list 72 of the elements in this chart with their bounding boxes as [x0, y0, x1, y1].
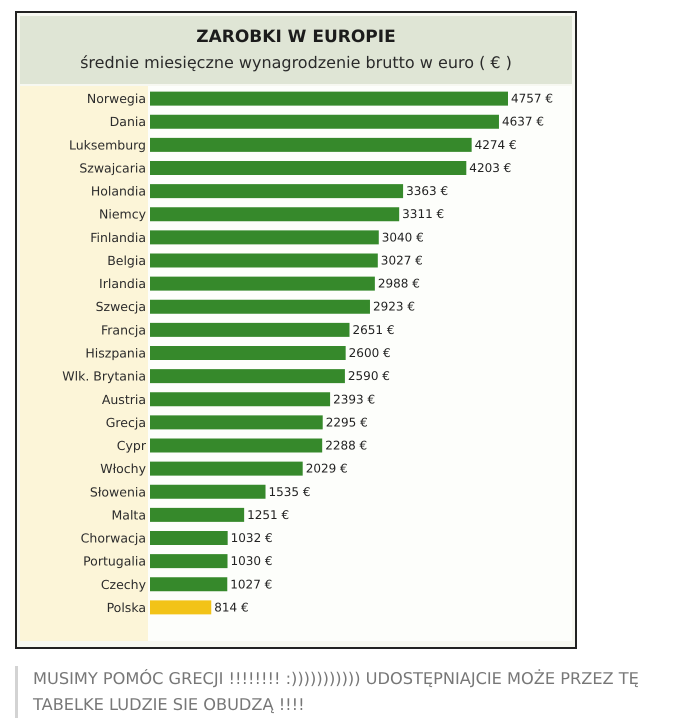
bar: [150, 484, 266, 499]
data-label: 2988 €: [378, 276, 420, 291]
y-tick-label: Polska: [106, 600, 146, 615]
data-label: 4637 €: [502, 114, 544, 129]
data-label: 4274 €: [474, 138, 517, 152]
data-label: 2600 €: [348, 346, 391, 360]
data-label: 814 €: [214, 600, 249, 614]
bar: [150, 531, 228, 546]
data-label: 3311 €: [402, 207, 444, 222]
y-tick-label: Holandia: [90, 184, 146, 199]
y-tick-label: Włochy: [100, 461, 147, 476]
y-tick-label: Czechy: [100, 576, 147, 592]
y-tick-label: Luksemburg: [69, 137, 146, 152]
data-label: 4757 €: [511, 92, 553, 106]
data-label: 3040 €: [382, 230, 424, 244]
bar: [150, 230, 379, 244]
data-label: 2923 €: [372, 300, 415, 314]
y-tick-label: Belgia: [107, 252, 146, 268]
bar: [150, 462, 303, 476]
y-tick-label: Austria: [102, 392, 146, 407]
bar: [150, 322, 350, 337]
bar: [150, 138, 472, 152]
y-tick-label: Wlk. Brytania: [62, 368, 146, 384]
bar: [150, 577, 228, 592]
data-label: 3363 €: [406, 184, 448, 198]
bar: [150, 415, 323, 430]
y-tick-label: Słowenia: [90, 484, 146, 500]
y-tick-label: Grecja: [106, 414, 146, 430]
data-label: 4203 €: [469, 160, 512, 175]
bar: [150, 253, 378, 268]
bar: [150, 207, 400, 222]
bar: [150, 438, 322, 453]
data-label: 2288 €: [325, 438, 368, 453]
y-tick-label: Malta: [112, 507, 146, 522]
text: MUSIMY POMÓC GRECJI !!!!!!!! :))))))))))) UDOSTĘPNIAJCIE MOŻE PRZEZ TĘ TABELKE LUDZIE SIE OBUDZĄ !!!!: [15, 666, 689, 718]
data-label: 2590 €: [348, 369, 390, 384]
bar: [150, 300, 370, 314]
bar: [150, 554, 228, 568]
y-tick-label: Chorwacja: [80, 530, 146, 546]
y-tick-label: Finlandia: [90, 230, 146, 245]
data-label: 2651 €: [352, 322, 395, 337]
chart-subtitle: średnie miesięczne wynagrodzenie brutto w euro ( € ): [79, 53, 513, 72]
bar: [150, 508, 244, 522]
data-label: 1027 €: [230, 577, 272, 592]
y-tick-label: Hiszpania: [85, 346, 146, 360]
y-tick-label: Szwajcaria: [79, 160, 146, 176]
y-tick-label: Francja: [100, 322, 146, 338]
y-tick-label: Niemcy: [99, 206, 147, 222]
bar: [150, 92, 508, 106]
y-tick-label: Dania: [110, 114, 146, 130]
data-label: 1032 €: [230, 531, 273, 546]
y-tick-label: Szwecja: [96, 299, 146, 314]
y-tick-label: Irlandia: [99, 276, 146, 292]
data-label: 1535 €: [268, 484, 311, 499]
bar: [150, 600, 212, 614]
bar: [150, 114, 499, 129]
bar: [150, 392, 330, 406]
chart-title: ZAROBKI W EUROPIE: [195, 27, 397, 47]
bar: [150, 369, 345, 384]
data-label: 3027 €: [380, 253, 423, 268]
data-label: 2393 €: [333, 392, 376, 406]
bar: [150, 276, 375, 291]
y-tick-label: Portugalia: [83, 554, 146, 569]
data-label: 2295 €: [326, 415, 368, 430]
data-label: 1030 €: [230, 554, 273, 568]
data-label: 2029 €: [306, 462, 348, 476]
y-tick-label: Cypr: [116, 438, 147, 454]
data-label: 1251 €: [247, 508, 290, 522]
bar: [150, 160, 466, 175]
bar: [150, 346, 346, 360]
bar: [150, 184, 404, 198]
y-tick-label: Norwegia: [86, 91, 146, 106]
